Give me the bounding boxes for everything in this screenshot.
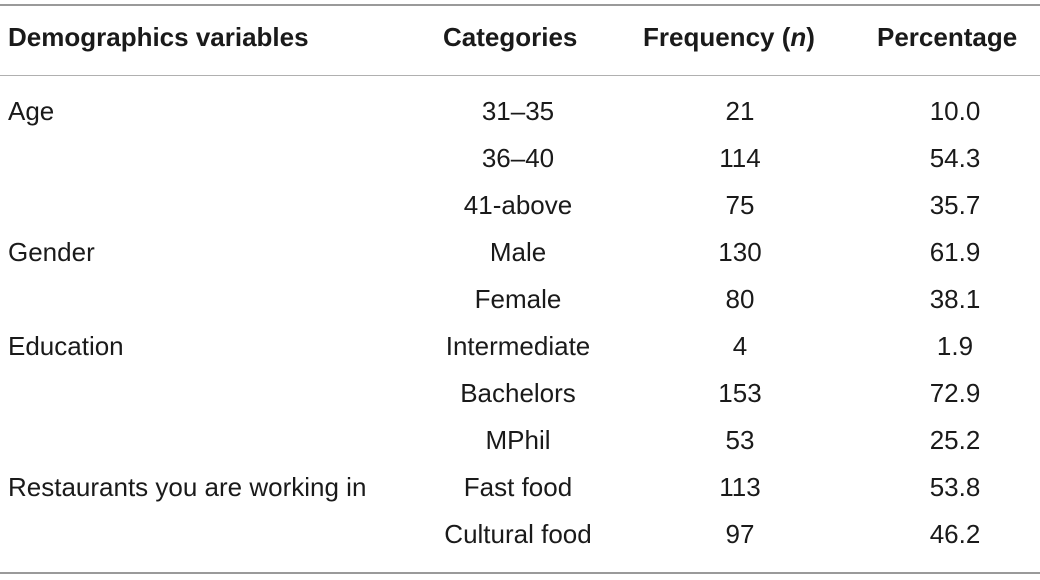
cell-frequency: 80	[725, 284, 755, 314]
table-row: Cultural food 97 46.2	[0, 519, 1040, 566]
cell-percentage: 72.9	[929, 378, 981, 408]
cell-percentage: 1.9	[936, 331, 974, 361]
cell-frequency: 113	[719, 472, 761, 502]
cell-category: MPhil	[485, 425, 551, 455]
cell-percentage: 25.2	[929, 425, 981, 455]
cell-frequency: 130	[718, 237, 762, 267]
cell-percentage: 38.1	[929, 284, 981, 314]
table-row: Education Intermediate 4 1.9	[0, 331, 1040, 378]
cell-percentage: 10.0	[929, 96, 981, 126]
cell-variable: Restaurants you are working in	[8, 472, 367, 502]
cell-variable: Age	[8, 96, 55, 126]
header-categories: Categories	[443, 22, 578, 52]
table-row: Restaurants you are working in Fast food…	[0, 472, 1040, 519]
cell-category: 41-above	[463, 190, 573, 220]
header-demographics-variables: Demographics variables	[8, 22, 309, 52]
table-header-row: Demographics variables Categories Freque…	[0, 22, 1040, 62]
table-row: Bachelors 153 72.9	[0, 378, 1040, 425]
cell-category: Intermediate	[445, 331, 591, 361]
cell-category: 36–40	[481, 143, 555, 173]
cell-frequency: 114	[719, 143, 761, 173]
cell-percentage: 61.9	[929, 237, 981, 267]
cell-category: Male	[489, 237, 547, 267]
table-bottom-rule	[0, 572, 1040, 574]
cell-category: Bachelors	[460, 378, 576, 408]
table-row: 36–40 114 54.3	[0, 143, 1040, 190]
table-row: Age 31–35 21 10.0	[0, 96, 1040, 143]
cell-category: Cultural food	[444, 519, 592, 549]
cell-category: 31–35	[481, 96, 555, 126]
cell-frequency: 53	[725, 425, 755, 455]
cell-percentage: 35.7	[929, 190, 981, 220]
cell-frequency: 21	[725, 96, 755, 126]
header-percentage: Percentage	[877, 22, 1018, 52]
header-frequency: Frequency (n)	[643, 22, 815, 53]
table-row: MPhil 53 25.2	[0, 425, 1040, 472]
cell-frequency: 97	[725, 519, 755, 549]
table-row: Gender Male 130 61.9	[0, 237, 1040, 284]
cell-percentage: 54.3	[929, 143, 981, 173]
cell-frequency: 4	[732, 331, 748, 361]
cell-category: Fast food	[463, 472, 573, 502]
table-top-rule	[0, 4, 1040, 6]
table-row: 41-above 75 35.7	[0, 190, 1040, 237]
cell-category: Female	[474, 284, 562, 314]
table-row: Female 80 38.1	[0, 284, 1040, 331]
cell-percentage: 53.8	[929, 472, 981, 502]
header-frequency-n: n	[790, 22, 807, 52]
header-frequency-suffix: )	[806, 22, 815, 52]
table-header-rule	[0, 75, 1040, 76]
cell-frequency: 153	[718, 378, 762, 408]
cell-variable: Education	[8, 331, 124, 361]
cell-variable: Gender	[8, 237, 95, 267]
header-frequency-prefix: Frequency (	[643, 22, 791, 52]
cell-frequency: 75	[725, 190, 755, 220]
cell-percentage: 46.2	[929, 519, 981, 549]
